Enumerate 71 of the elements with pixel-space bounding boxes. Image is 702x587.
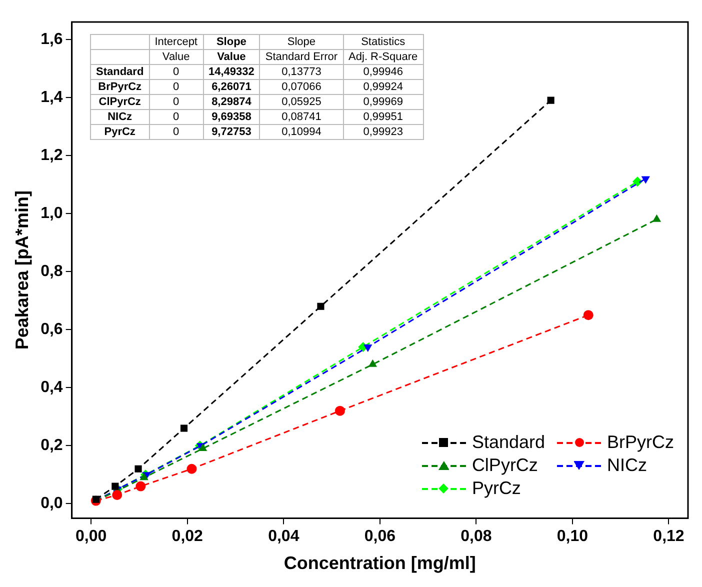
point [652,214,662,222]
annotation: 0,07066 [260,80,344,94]
legend-label: BrPyrCz [607,432,674,453]
y-tick-label: 0,6 [40,320,63,338]
annotation: 0 [149,80,203,94]
annotation: 0,99924 [343,80,424,94]
annotation: 0,99969 [343,94,424,110]
x-tick-label: 0,10 [556,528,588,546]
annotation: 8,29874 [203,94,260,110]
point [140,472,148,480]
point [641,176,650,184]
point [368,359,378,367]
y-tick-label: 0,2 [40,437,63,454]
y-tick-label: 1,4 [40,88,63,106]
annotation: 0 [149,124,203,140]
x-tick-label: 0,02 [172,528,204,546]
point [112,490,122,500]
annotation: Value [203,50,260,64]
annotation: Standard Error [260,50,344,64]
annotation: 0,10994 [260,124,344,140]
point [364,344,372,352]
annotation: 0 [149,94,203,110]
point [136,481,146,492]
annotation: 0 [149,64,203,80]
annotation: 6,26071 [203,80,260,94]
y-tick-label: 0,8 [40,262,63,280]
annotation: 0,13773 [260,64,344,80]
x-tick-label: 0,12 [653,528,684,546]
x-tick-label: 0,06 [364,528,396,546]
annotation: 0,08741 [260,110,344,124]
annotation: Standard [90,64,150,80]
annotation: 9,69358 [203,110,260,124]
point [317,302,324,310]
point [334,406,345,416]
point [547,96,554,104]
annotation: ClPyrCz [90,94,150,110]
annotation: Intercept [149,34,203,50]
annotation: Statistics [343,34,424,50]
annotation: 0,99951 [343,110,424,124]
annotation: 0,05925 [260,94,344,110]
annotation: Slope [203,34,260,50]
y-tick-label: 1,2 [40,146,63,164]
annotation: NICz [90,110,150,124]
annotation: 0,99946 [343,64,424,80]
x-tick-label: 0,08 [460,528,492,546]
x-tick-label: 0,04 [268,528,300,546]
annotation: Value [149,50,203,64]
y-tick-label: 1,0 [40,204,63,222]
annotation: BrPyrCz [90,80,150,94]
y-tick-label: 0,0 [40,495,63,512]
legend-label: NICz [607,455,647,476]
legend-label: ClPyrCz [472,455,538,476]
annotation: 0 [149,110,203,124]
point [186,464,197,474]
point [180,424,188,432]
legend-label: PyrCz [472,478,521,499]
annotation: Slope [260,34,344,50]
x-tick-label: 0,00 [76,528,107,546]
y-tick-label: 1,6 [40,30,63,48]
annotation: 9,72753 [203,124,260,140]
annotation: 14,49332 [203,64,260,80]
y-tick-label: 0,4 [40,379,63,396]
point [134,465,142,472]
annotation: Adj. R-Square [343,50,424,64]
legend-label: Standard [472,432,545,453]
annotation: 0,99923 [343,124,424,140]
y-axis-title: Peakarea [pA*min] [12,190,32,350]
point [112,482,119,490]
annotation: PyrCz [90,124,150,140]
x-axis-title: Concentration [mg/ml] [284,553,476,574]
point [583,310,594,320]
